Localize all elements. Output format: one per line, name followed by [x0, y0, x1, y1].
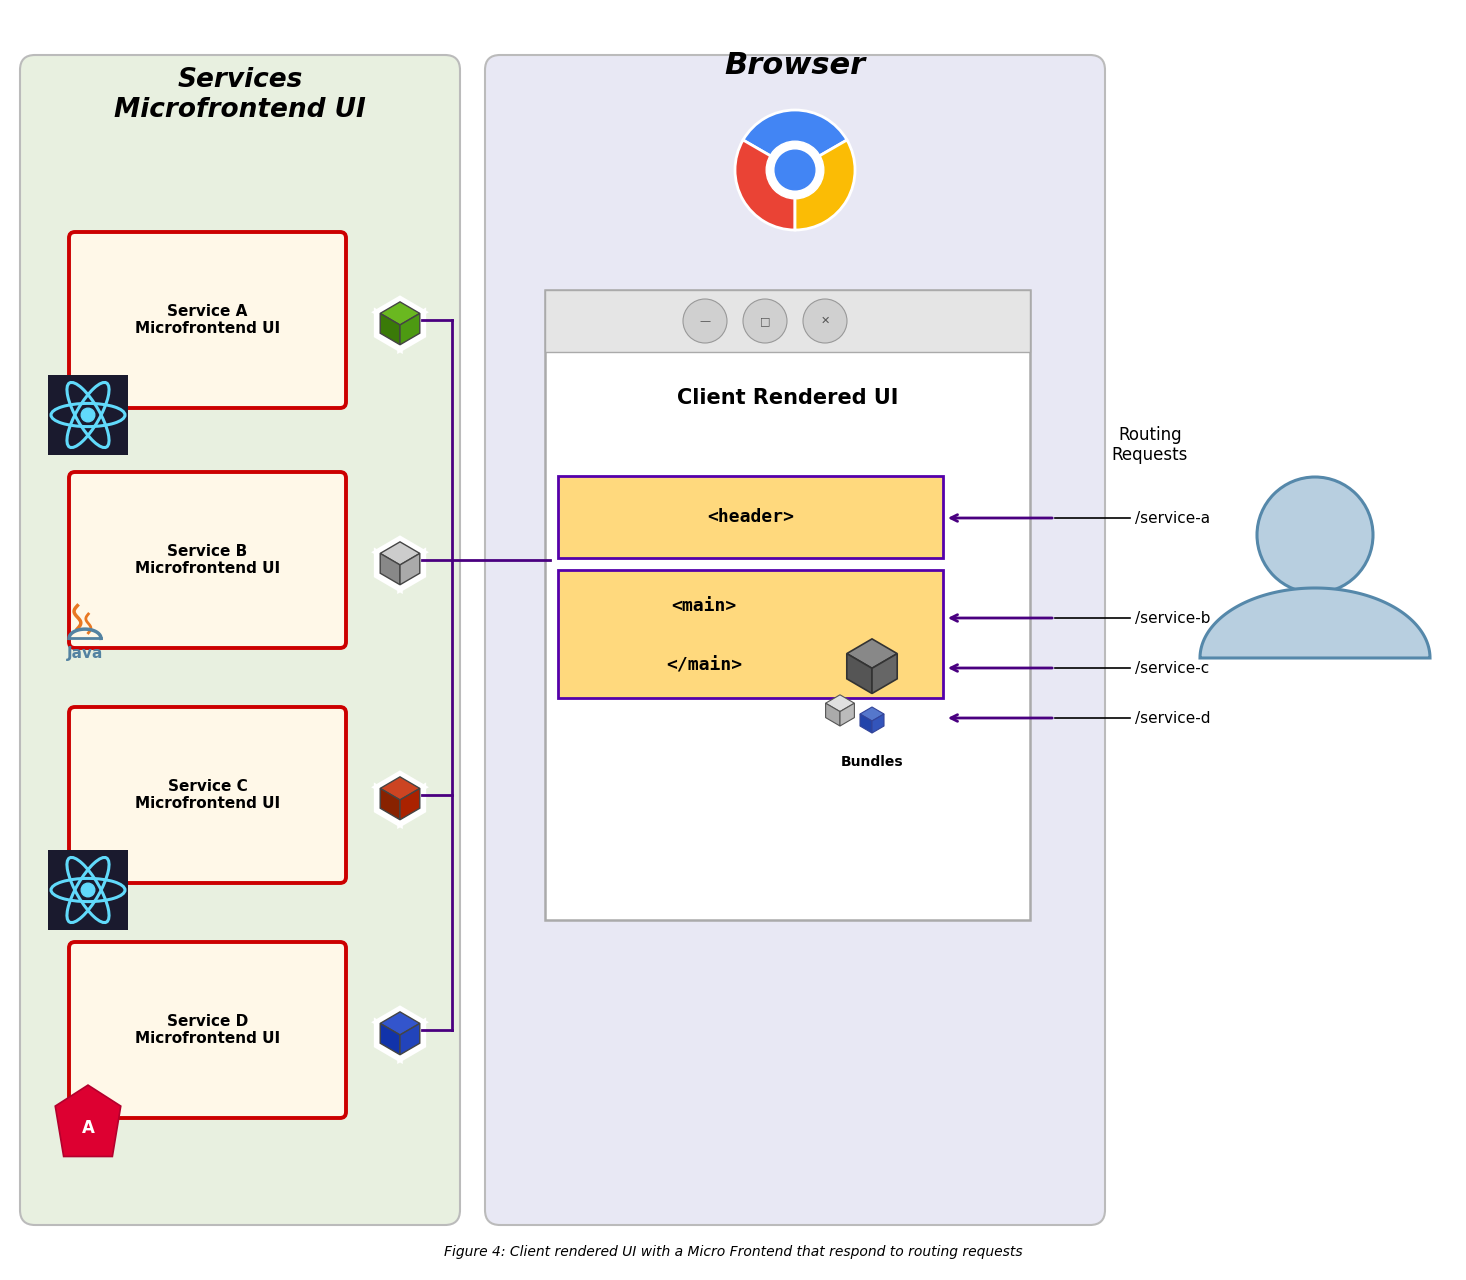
Text: A: A	[82, 1119, 94, 1138]
Text: /service-c: /service-c	[1135, 660, 1209, 676]
Polygon shape	[847, 639, 897, 668]
Polygon shape	[377, 552, 400, 589]
Circle shape	[1256, 477, 1374, 593]
Circle shape	[743, 300, 787, 343]
Text: —: —	[699, 316, 711, 326]
Polygon shape	[380, 788, 400, 819]
Text: Bundles: Bundles	[840, 755, 903, 769]
FancyBboxPatch shape	[69, 472, 346, 648]
Text: Client Rendered UI: Client Rendered UI	[677, 388, 899, 408]
Polygon shape	[380, 541, 419, 564]
Text: □: □	[759, 316, 770, 326]
Polygon shape	[377, 773, 424, 801]
Polygon shape	[377, 298, 424, 326]
Text: <header>: <header>	[707, 508, 795, 526]
Circle shape	[776, 150, 815, 189]
Polygon shape	[1201, 588, 1429, 658]
Text: <main>: <main>	[671, 596, 737, 614]
Polygon shape	[825, 703, 840, 726]
Polygon shape	[380, 553, 400, 585]
Wedge shape	[795, 140, 855, 230]
FancyBboxPatch shape	[69, 942, 346, 1117]
FancyBboxPatch shape	[69, 232, 346, 408]
Polygon shape	[872, 654, 897, 694]
Polygon shape	[377, 1009, 424, 1036]
Polygon shape	[400, 552, 424, 589]
Polygon shape	[56, 1085, 120, 1157]
Polygon shape	[400, 312, 424, 349]
Polygon shape	[400, 1024, 419, 1055]
Text: Java: Java	[67, 646, 103, 662]
Text: Service B
Microfrontend UI: Service B Microfrontend UI	[135, 544, 280, 576]
Text: Services
Microfrontend UI: Services Microfrontend UI	[114, 67, 366, 123]
Polygon shape	[847, 654, 872, 694]
Polygon shape	[380, 302, 419, 325]
Text: /service-a: /service-a	[1135, 511, 1209, 526]
Text: /service-b: /service-b	[1135, 611, 1211, 626]
Polygon shape	[400, 788, 419, 819]
Wedge shape	[734, 140, 795, 230]
Text: Routing
Requests: Routing Requests	[1111, 425, 1187, 465]
FancyBboxPatch shape	[69, 707, 346, 883]
Polygon shape	[400, 1023, 424, 1060]
FancyBboxPatch shape	[48, 375, 128, 454]
Polygon shape	[377, 539, 424, 566]
FancyBboxPatch shape	[545, 291, 1031, 352]
FancyBboxPatch shape	[559, 570, 943, 698]
Polygon shape	[861, 714, 872, 733]
Polygon shape	[825, 695, 855, 712]
Polygon shape	[840, 703, 855, 726]
FancyBboxPatch shape	[21, 55, 460, 1225]
FancyBboxPatch shape	[485, 55, 1105, 1225]
Circle shape	[683, 300, 727, 343]
Polygon shape	[380, 1012, 419, 1036]
Text: /service-d: /service-d	[1135, 710, 1211, 726]
Text: Service A
Microfrontend UI: Service A Microfrontend UI	[135, 303, 280, 337]
FancyBboxPatch shape	[48, 850, 128, 931]
Polygon shape	[400, 553, 419, 585]
FancyBboxPatch shape	[545, 291, 1031, 920]
Text: ✕: ✕	[821, 316, 830, 326]
Wedge shape	[743, 110, 847, 170]
Polygon shape	[377, 312, 400, 349]
Polygon shape	[400, 787, 424, 824]
Polygon shape	[400, 314, 419, 344]
Text: Service D
Microfrontend UI: Service D Microfrontend UI	[135, 1014, 280, 1046]
Polygon shape	[872, 714, 884, 733]
Polygon shape	[380, 777, 419, 800]
Text: Browser: Browser	[724, 50, 865, 79]
Polygon shape	[377, 787, 400, 824]
Polygon shape	[380, 1024, 400, 1055]
Polygon shape	[861, 707, 884, 721]
Text: </main>: </main>	[666, 657, 742, 675]
Polygon shape	[380, 314, 400, 344]
Polygon shape	[377, 1023, 400, 1060]
Circle shape	[803, 300, 847, 343]
Circle shape	[81, 408, 95, 422]
FancyBboxPatch shape	[559, 476, 943, 558]
Text: Service C
Microfrontend UI: Service C Microfrontend UI	[135, 778, 280, 812]
Circle shape	[767, 141, 824, 198]
Text: Figure 4: Client rendered UI with a Micro Frontend that respond to routing reque: Figure 4: Client rendered UI with a Micr…	[444, 1245, 1022, 1260]
Circle shape	[81, 883, 95, 897]
